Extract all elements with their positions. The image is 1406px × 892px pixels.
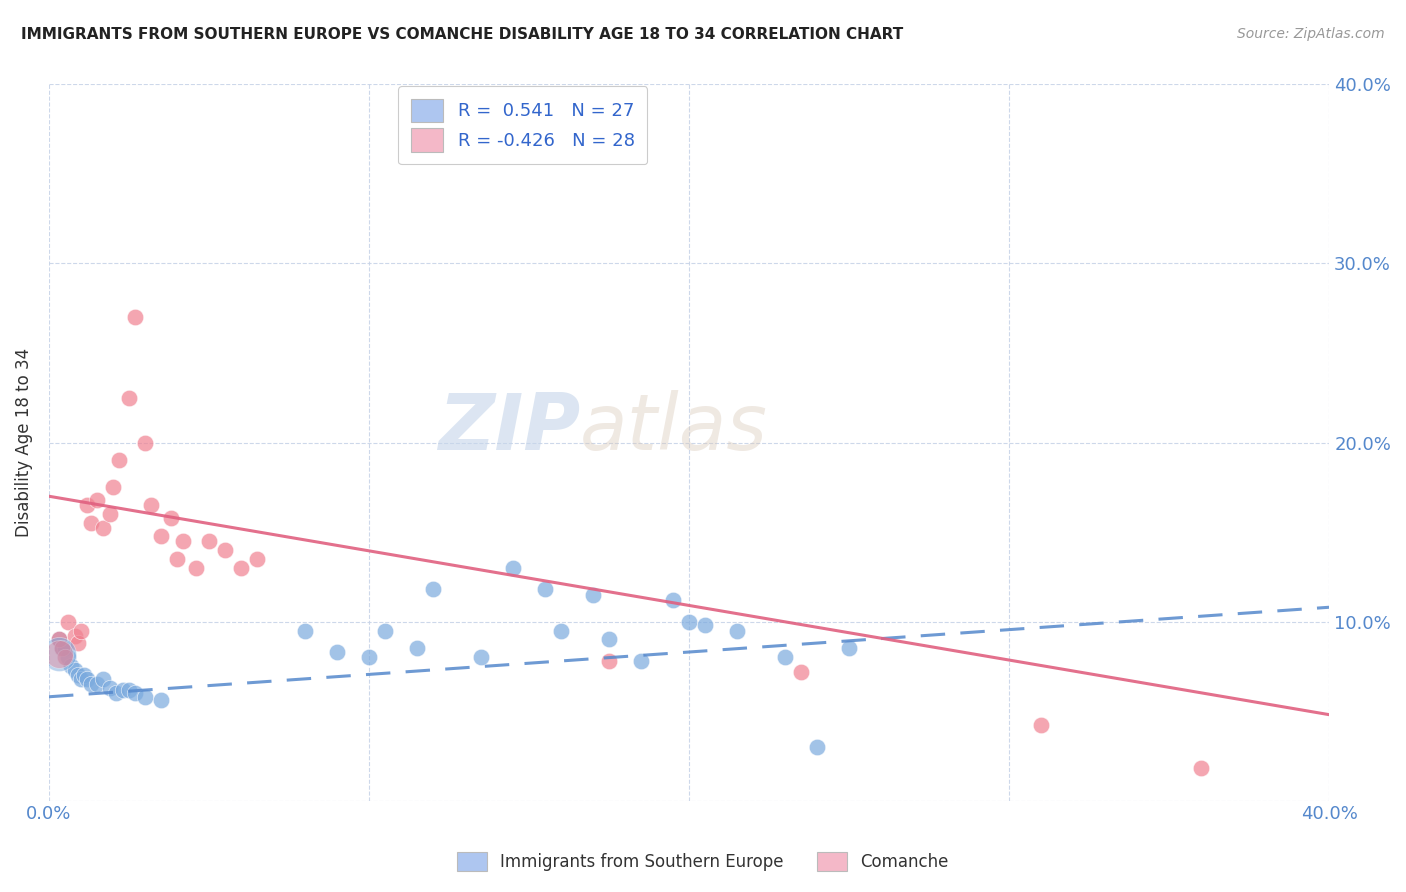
Point bbox=[695, 618, 717, 632]
Point bbox=[48, 632, 70, 647]
Point bbox=[76, 498, 98, 512]
Y-axis label: Disability Age 18 to 34: Disability Age 18 to 34 bbox=[15, 348, 32, 537]
Point bbox=[48, 647, 70, 661]
Point bbox=[70, 672, 93, 686]
Point bbox=[374, 624, 396, 638]
Point bbox=[73, 668, 96, 682]
Point bbox=[294, 624, 316, 638]
Legend: R =  0.541   N = 27, R = -0.426   N = 28: R = 0.541 N = 27, R = -0.426 N = 28 bbox=[398, 87, 647, 164]
Point bbox=[134, 435, 156, 450]
Point bbox=[550, 624, 572, 638]
Point bbox=[108, 453, 131, 467]
Point bbox=[105, 686, 128, 700]
Point bbox=[172, 534, 194, 549]
Point bbox=[422, 582, 444, 597]
Text: atlas: atlas bbox=[581, 390, 768, 467]
Point bbox=[51, 641, 73, 656]
Point bbox=[86, 677, 108, 691]
Point bbox=[582, 588, 605, 602]
Point bbox=[118, 391, 141, 405]
Point bbox=[806, 739, 828, 754]
Point bbox=[662, 593, 685, 607]
Point bbox=[470, 650, 492, 665]
Point bbox=[1031, 718, 1053, 732]
Point bbox=[630, 654, 652, 668]
Point bbox=[98, 681, 121, 695]
Point bbox=[838, 641, 860, 656]
Text: Source: ZipAtlas.com: Source: ZipAtlas.com bbox=[1237, 27, 1385, 41]
Point bbox=[66, 636, 89, 650]
Text: IMMIGRANTS FROM SOUTHERN EUROPE VS COMANCHE DISABILITY AGE 18 TO 34 CORRELATION : IMMIGRANTS FROM SOUTHERN EUROPE VS COMAN… bbox=[21, 27, 903, 42]
Point bbox=[98, 507, 121, 521]
Point bbox=[111, 682, 134, 697]
Point bbox=[790, 665, 813, 679]
Point bbox=[79, 516, 101, 530]
Point bbox=[1189, 761, 1212, 775]
Legend: Immigrants from Southern Europe, Comanche: Immigrants from Southern Europe, Comanch… bbox=[449, 843, 957, 880]
Point bbox=[48, 647, 70, 661]
Point bbox=[79, 677, 101, 691]
Point bbox=[66, 668, 89, 682]
Point bbox=[76, 672, 98, 686]
Point bbox=[86, 492, 108, 507]
Point bbox=[598, 654, 620, 668]
Point bbox=[101, 480, 124, 494]
Point bbox=[773, 650, 796, 665]
Point bbox=[48, 632, 70, 647]
Point bbox=[357, 650, 380, 665]
Point bbox=[166, 552, 188, 566]
Point bbox=[678, 615, 700, 629]
Point bbox=[246, 552, 269, 566]
Point bbox=[198, 534, 221, 549]
Point bbox=[134, 690, 156, 704]
Point bbox=[214, 543, 236, 558]
Point bbox=[118, 682, 141, 697]
Point bbox=[51, 641, 73, 656]
Point bbox=[141, 498, 163, 512]
Point bbox=[598, 632, 620, 647]
Point bbox=[93, 521, 115, 535]
Point bbox=[186, 561, 208, 575]
Point bbox=[60, 659, 83, 673]
Point bbox=[56, 650, 79, 665]
Point bbox=[159, 510, 181, 524]
Point bbox=[150, 693, 173, 707]
Point bbox=[229, 561, 252, 575]
Point bbox=[725, 624, 748, 638]
Point bbox=[53, 641, 76, 656]
Point bbox=[406, 641, 429, 656]
Point bbox=[93, 672, 115, 686]
Point bbox=[63, 663, 86, 677]
Text: ZIP: ZIP bbox=[439, 390, 581, 467]
Point bbox=[53, 650, 76, 665]
Point bbox=[70, 624, 93, 638]
Point bbox=[150, 528, 173, 542]
Point bbox=[534, 582, 557, 597]
Point bbox=[326, 645, 349, 659]
Point bbox=[56, 615, 79, 629]
Point bbox=[124, 310, 146, 325]
Point bbox=[502, 561, 524, 575]
Point bbox=[63, 629, 86, 643]
Point bbox=[124, 686, 146, 700]
